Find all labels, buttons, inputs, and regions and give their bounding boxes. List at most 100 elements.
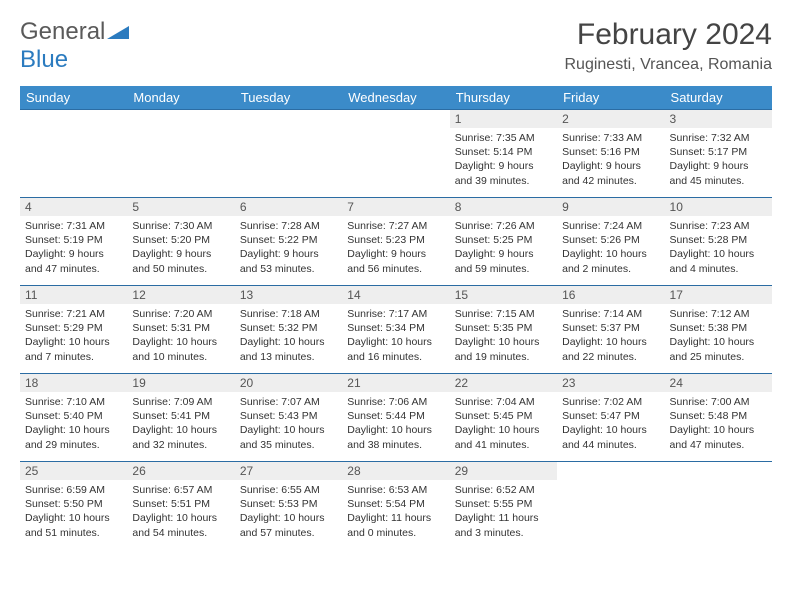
day-number: 8 — [450, 198, 557, 216]
day-cell: 17Sunrise: 7:12 AMSunset: 5:38 PMDayligh… — [665, 286, 772, 374]
day-number: 29 — [450, 462, 557, 480]
logo: GeneralBlue — [20, 18, 129, 74]
day-cell: 7Sunrise: 7:27 AMSunset: 5:23 PMDaylight… — [342, 198, 449, 286]
day-number: 3 — [665, 110, 772, 128]
week-row: 1Sunrise: 7:35 AMSunset: 5:14 PMDaylight… — [20, 110, 772, 198]
day-number: 15 — [450, 286, 557, 304]
weekday-sunday: Sunday — [20, 86, 127, 110]
day-cell: 25Sunrise: 6:59 AMSunset: 5:50 PMDayligh… — [20, 462, 127, 550]
day-details: Sunrise: 6:55 AMSunset: 5:53 PMDaylight:… — [235, 480, 342, 545]
day-cell: 6Sunrise: 7:28 AMSunset: 5:22 PMDaylight… — [235, 198, 342, 286]
day-cell: 5Sunrise: 7:30 AMSunset: 5:20 PMDaylight… — [127, 198, 234, 286]
day-details: Sunrise: 7:27 AMSunset: 5:23 PMDaylight:… — [342, 216, 449, 281]
empty-cell — [557, 462, 664, 550]
day-cell: 10Sunrise: 7:23 AMSunset: 5:28 PMDayligh… — [665, 198, 772, 286]
day-details: Sunrise: 7:12 AMSunset: 5:38 PMDaylight:… — [665, 304, 772, 369]
day-details: Sunrise: 7:30 AMSunset: 5:20 PMDaylight:… — [127, 216, 234, 281]
day-number: 25 — [20, 462, 127, 480]
weekday-wednesday: Wednesday — [342, 86, 449, 110]
day-cell: 24Sunrise: 7:00 AMSunset: 5:48 PMDayligh… — [665, 374, 772, 462]
day-details: Sunrise: 7:10 AMSunset: 5:40 PMDaylight:… — [20, 392, 127, 457]
day-number: 13 — [235, 286, 342, 304]
day-details: Sunrise: 7:23 AMSunset: 5:28 PMDaylight:… — [665, 216, 772, 281]
day-number: 4 — [20, 198, 127, 216]
day-details: Sunrise: 7:18 AMSunset: 5:32 PMDaylight:… — [235, 304, 342, 369]
week-row: 25Sunrise: 6:59 AMSunset: 5:50 PMDayligh… — [20, 462, 772, 550]
day-number: 22 — [450, 374, 557, 392]
day-cell: 27Sunrise: 6:55 AMSunset: 5:53 PMDayligh… — [235, 462, 342, 550]
day-details: Sunrise: 7:14 AMSunset: 5:37 PMDaylight:… — [557, 304, 664, 369]
weekday-tuesday: Tuesday — [235, 86, 342, 110]
day-cell: 22Sunrise: 7:04 AMSunset: 5:45 PMDayligh… — [450, 374, 557, 462]
day-details: Sunrise: 7:06 AMSunset: 5:44 PMDaylight:… — [342, 392, 449, 457]
empty-cell — [20, 110, 127, 198]
day-number: 5 — [127, 198, 234, 216]
day-cell: 11Sunrise: 7:21 AMSunset: 5:29 PMDayligh… — [20, 286, 127, 374]
day-cell: 19Sunrise: 7:09 AMSunset: 5:41 PMDayligh… — [127, 374, 234, 462]
day-number: 1 — [450, 110, 557, 128]
day-number: 14 — [342, 286, 449, 304]
day-cell: 13Sunrise: 7:18 AMSunset: 5:32 PMDayligh… — [235, 286, 342, 374]
logo-triangle-icon — [107, 18, 129, 46]
day-number: 12 — [127, 286, 234, 304]
weekday-row: SundayMondayTuesdayWednesdayThursdayFrid… — [20, 86, 772, 110]
day-cell: 29Sunrise: 6:52 AMSunset: 5:55 PMDayligh… — [450, 462, 557, 550]
week-row: 18Sunrise: 7:10 AMSunset: 5:40 PMDayligh… — [20, 374, 772, 462]
empty-cell — [127, 110, 234, 198]
day-cell: 16Sunrise: 7:14 AMSunset: 5:37 PMDayligh… — [557, 286, 664, 374]
day-details: Sunrise: 7:35 AMSunset: 5:14 PMDaylight:… — [450, 128, 557, 193]
empty-cell — [665, 462, 772, 550]
day-details: Sunrise: 6:53 AMSunset: 5:54 PMDaylight:… — [342, 480, 449, 545]
week-row: 4Sunrise: 7:31 AMSunset: 5:19 PMDaylight… — [20, 198, 772, 286]
month-title: February 2024 — [564, 18, 772, 52]
day-details: Sunrise: 7:15 AMSunset: 5:35 PMDaylight:… — [450, 304, 557, 369]
day-details: Sunrise: 7:07 AMSunset: 5:43 PMDaylight:… — [235, 392, 342, 457]
day-details: Sunrise: 6:57 AMSunset: 5:51 PMDaylight:… — [127, 480, 234, 545]
day-cell: 12Sunrise: 7:20 AMSunset: 5:31 PMDayligh… — [127, 286, 234, 374]
day-number: 6 — [235, 198, 342, 216]
week-row: 11Sunrise: 7:21 AMSunset: 5:29 PMDayligh… — [20, 286, 772, 374]
day-number: 28 — [342, 462, 449, 480]
day-number: 11 — [20, 286, 127, 304]
header: GeneralBlue February 2024 Ruginesti, Vra… — [20, 18, 772, 74]
day-details: Sunrise: 7:28 AMSunset: 5:22 PMDaylight:… — [235, 216, 342, 281]
day-details: Sunrise: 7:33 AMSunset: 5:16 PMDaylight:… — [557, 128, 664, 193]
day-number: 10 — [665, 198, 772, 216]
day-details: Sunrise: 7:26 AMSunset: 5:25 PMDaylight:… — [450, 216, 557, 281]
day-cell: 2Sunrise: 7:33 AMSunset: 5:16 PMDaylight… — [557, 110, 664, 198]
day-cell: 26Sunrise: 6:57 AMSunset: 5:51 PMDayligh… — [127, 462, 234, 550]
day-details: Sunrise: 6:52 AMSunset: 5:55 PMDaylight:… — [450, 480, 557, 545]
day-details: Sunrise: 7:04 AMSunset: 5:45 PMDaylight:… — [450, 392, 557, 457]
location: Ruginesti, Vrancea, Romania — [564, 56, 772, 74]
day-number: 20 — [235, 374, 342, 392]
day-number: 2 — [557, 110, 664, 128]
day-cell: 28Sunrise: 6:53 AMSunset: 5:54 PMDayligh… — [342, 462, 449, 550]
day-details: Sunrise: 7:21 AMSunset: 5:29 PMDaylight:… — [20, 304, 127, 369]
day-cell: 20Sunrise: 7:07 AMSunset: 5:43 PMDayligh… — [235, 374, 342, 462]
day-number: 9 — [557, 198, 664, 216]
day-details: Sunrise: 7:02 AMSunset: 5:47 PMDaylight:… — [557, 392, 664, 457]
day-details: Sunrise: 7:24 AMSunset: 5:26 PMDaylight:… — [557, 216, 664, 281]
calendar-body: 1Sunrise: 7:35 AMSunset: 5:14 PMDaylight… — [20, 110, 772, 550]
weekday-saturday: Saturday — [665, 86, 772, 110]
calendar-head: SundayMondayTuesdayWednesdayThursdayFrid… — [20, 86, 772, 110]
logo-part2: Blue — [20, 46, 68, 73]
day-number: 19 — [127, 374, 234, 392]
calendar-table: SundayMondayTuesdayWednesdayThursdayFrid… — [20, 86, 772, 550]
day-number: 24 — [665, 374, 772, 392]
day-cell: 4Sunrise: 7:31 AMSunset: 5:19 PMDaylight… — [20, 198, 127, 286]
day-cell: 9Sunrise: 7:24 AMSunset: 5:26 PMDaylight… — [557, 198, 664, 286]
empty-cell — [235, 110, 342, 198]
day-details: Sunrise: 7:17 AMSunset: 5:34 PMDaylight:… — [342, 304, 449, 369]
title-block: February 2024 Ruginesti, Vrancea, Romani… — [564, 18, 772, 74]
day-number: 21 — [342, 374, 449, 392]
day-cell: 15Sunrise: 7:15 AMSunset: 5:35 PMDayligh… — [450, 286, 557, 374]
day-details: Sunrise: 7:31 AMSunset: 5:19 PMDaylight:… — [20, 216, 127, 281]
weekday-thursday: Thursday — [450, 86, 557, 110]
day-cell: 8Sunrise: 7:26 AMSunset: 5:25 PMDaylight… — [450, 198, 557, 286]
day-details: Sunrise: 7:32 AMSunset: 5:17 PMDaylight:… — [665, 128, 772, 193]
day-number: 7 — [342, 198, 449, 216]
day-number: 23 — [557, 374, 664, 392]
day-number: 18 — [20, 374, 127, 392]
logo-text: GeneralBlue — [20, 18, 129, 74]
